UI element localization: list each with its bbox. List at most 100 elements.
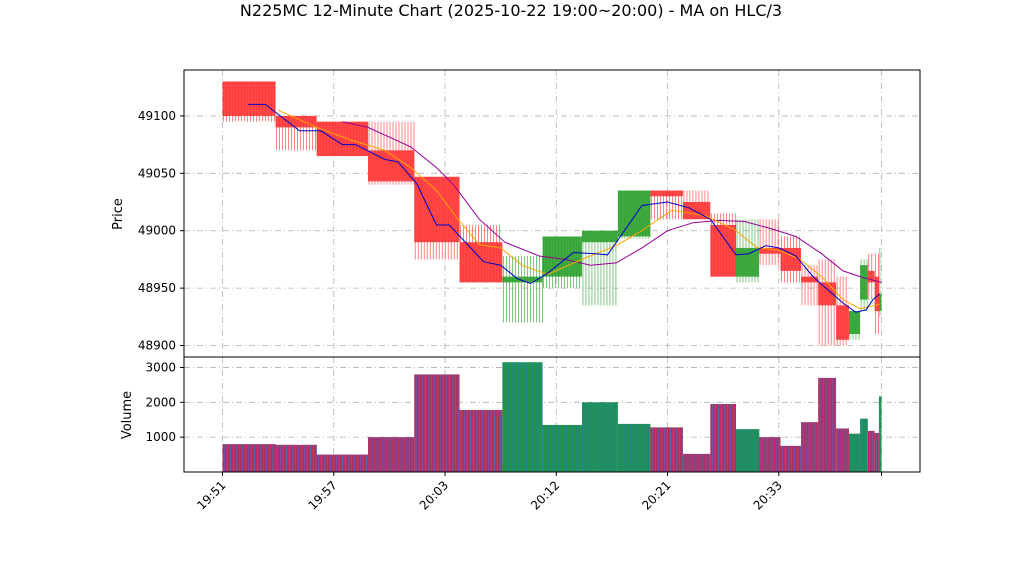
- price-y-ticks: 48900 48950 49000 49050 49100: [138, 109, 184, 353]
- candle-body: [860, 265, 868, 300]
- candle-body: [867, 270, 875, 283]
- candle-body: [222, 81, 276, 116]
- volume-bar: [874, 432, 879, 472]
- candle: [848, 311, 861, 340]
- volume-bar: [860, 418, 868, 472]
- volume-bar-fill: [867, 430, 875, 472]
- candle-body: [617, 190, 651, 237]
- candle-body: [316, 121, 368, 157]
- volume-bar-fill: [759, 437, 781, 472]
- candle-body: [736, 247, 760, 277]
- volume-bar: [222, 444, 276, 472]
- candle-body: [874, 276, 879, 312]
- volume-bar-fill: [801, 422, 819, 472]
- candle: [542, 236, 582, 289]
- candle-body: [848, 311, 861, 335]
- candle-body: [878, 293, 882, 312]
- price-tick-label: 48900: [138, 339, 176, 353]
- candle-body: [368, 150, 415, 182]
- volume-bar-fill: [581, 402, 618, 472]
- volume-bar-fill: [878, 396, 882, 472]
- candle-body: [502, 276, 543, 283]
- candle-body: [542, 236, 582, 277]
- candle: [818, 259, 837, 346]
- volume-panel-frame: [183, 356, 921, 473]
- candle: [459, 224, 503, 283]
- volume-bar-fill: [275, 444, 317, 472]
- ma-long-line: [342, 121, 882, 283]
- candle: [368, 121, 415, 185]
- price-panel-background: [184, 70, 920, 357]
- candle: [414, 176, 460, 260]
- volume-bar: [836, 428, 849, 472]
- volume-bar-fill: [459, 409, 503, 472]
- candle-body: [836, 305, 849, 340]
- volume-bar-fill: [710, 404, 736, 472]
- volume-tick-label: 1000: [145, 430, 176, 444]
- candle: [316, 121, 368, 157]
- candle-body: [459, 242, 503, 283]
- volume-bar: [801, 422, 819, 472]
- volume-tick-label: 2000: [145, 395, 176, 409]
- price-tick-label: 49100: [138, 109, 176, 123]
- volume-bar-fill: [780, 445, 802, 472]
- volume-bar: [867, 430, 875, 472]
- candle-body: [801, 276, 819, 283]
- volume-bar-fill: [860, 418, 868, 472]
- ma-mid-line: [277, 109, 880, 310]
- volume-bar: [682, 453, 711, 472]
- chart-title: N225MC 12-Minute Chart (2025-10-22 19:00…: [240, 1, 782, 20]
- candle-body: [759, 247, 781, 254]
- price-panel: 48900 48950 49000 49050 49100 Price: [111, 69, 921, 358]
- volume-y-ticks: 1000 2000 3000: [145, 360, 184, 444]
- volume-bar-fill: [848, 433, 861, 472]
- candle-body: [581, 230, 618, 243]
- price-tick-label: 49000: [138, 224, 176, 238]
- candle-body: [414, 176, 460, 243]
- volume-bar-fill: [542, 424, 582, 472]
- candle: [617, 190, 651, 239]
- candle: [581, 230, 618, 306]
- volume-tick-label: 3000: [145, 360, 176, 374]
- candle: [222, 81, 276, 122]
- volume-bar: [502, 362, 543, 472]
- price-candles: [222, 81, 882, 346]
- volume-bar: [414, 374, 460, 472]
- volume-bar: [617, 423, 651, 472]
- volume-bar-fill: [650, 427, 683, 472]
- ma-short-line: [248, 103, 881, 313]
- volume-bar: [650, 427, 683, 472]
- volume-bar-fill: [682, 453, 711, 472]
- volume-bar: [736, 429, 760, 472]
- volume-bar-fill: [818, 377, 837, 472]
- candle-body: [818, 282, 837, 306]
- volume-bar-fill: [414, 374, 460, 472]
- volume-bar-fill: [836, 428, 849, 472]
- volume-axis-label: Volume: [120, 391, 135, 439]
- candle-body: [650, 190, 683, 197]
- moving-averages: [248, 103, 882, 313]
- candle: [650, 190, 683, 220]
- volume-bar: [542, 424, 582, 472]
- volume-bar: [848, 433, 861, 472]
- price-tick-label: 49050: [138, 166, 176, 180]
- volume-bar: [459, 409, 503, 472]
- volume-bar-fill: [736, 429, 760, 472]
- volume-bar: [275, 444, 317, 472]
- candle-body: [780, 247, 802, 271]
- volume-bar: [316, 454, 368, 472]
- volume-bar-fill: [316, 454, 368, 472]
- volume-bar-fill: [617, 423, 651, 472]
- volume-bar: [780, 445, 802, 472]
- candle: [275, 115, 317, 151]
- candle-body: [710, 224, 736, 277]
- candle: [867, 253, 875, 300]
- volume-bar: [368, 437, 415, 472]
- candle: [874, 253, 879, 335]
- candle: [736, 219, 760, 283]
- volume-bar: [581, 402, 618, 472]
- candle: [502, 255, 543, 323]
- candle: [710, 213, 736, 277]
- volume-bars: [222, 362, 882, 472]
